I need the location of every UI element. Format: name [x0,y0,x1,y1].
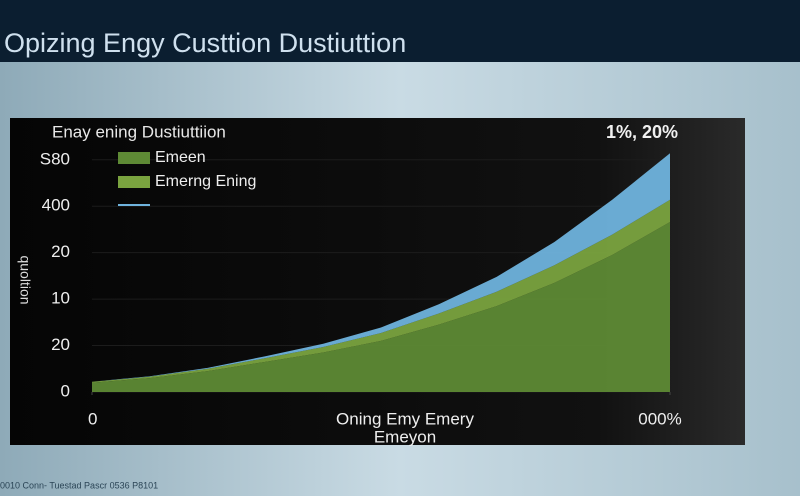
area [92,222,670,392]
y-tick-label: 0 [61,381,70,400]
page-title: Opizing Engy Custtion Dustiuttion [4,28,406,58]
legend-swatch [118,152,150,164]
x-tick-label: 000% [638,409,681,428]
legend-swatch [118,204,150,206]
annotation: 1%, 20% [606,122,678,142]
y-tick-label: 400 [42,196,70,215]
legend-label: Emerng Ening [155,173,256,190]
y-tick-label: S80 [40,149,70,168]
y-tick-label: 20 [51,242,70,261]
y-axis-label: quoltion [17,255,33,304]
x-tick-label: 0 [88,409,97,428]
legend-swatch [118,176,150,188]
y-tick-label: 20 [51,335,70,354]
chart-title: Enay ening Dustiuttiion [52,122,226,141]
footer: 0010 Conn- Tuestad Pascr 0536 P8101 [0,480,158,490]
header-bar [0,0,800,62]
legend-label: Emeen [155,149,206,166]
x-axis-label: Emeyon [374,427,436,446]
x-axis-label: Oning Emy Emery [336,409,474,428]
y-tick-label: 10 [51,289,70,308]
